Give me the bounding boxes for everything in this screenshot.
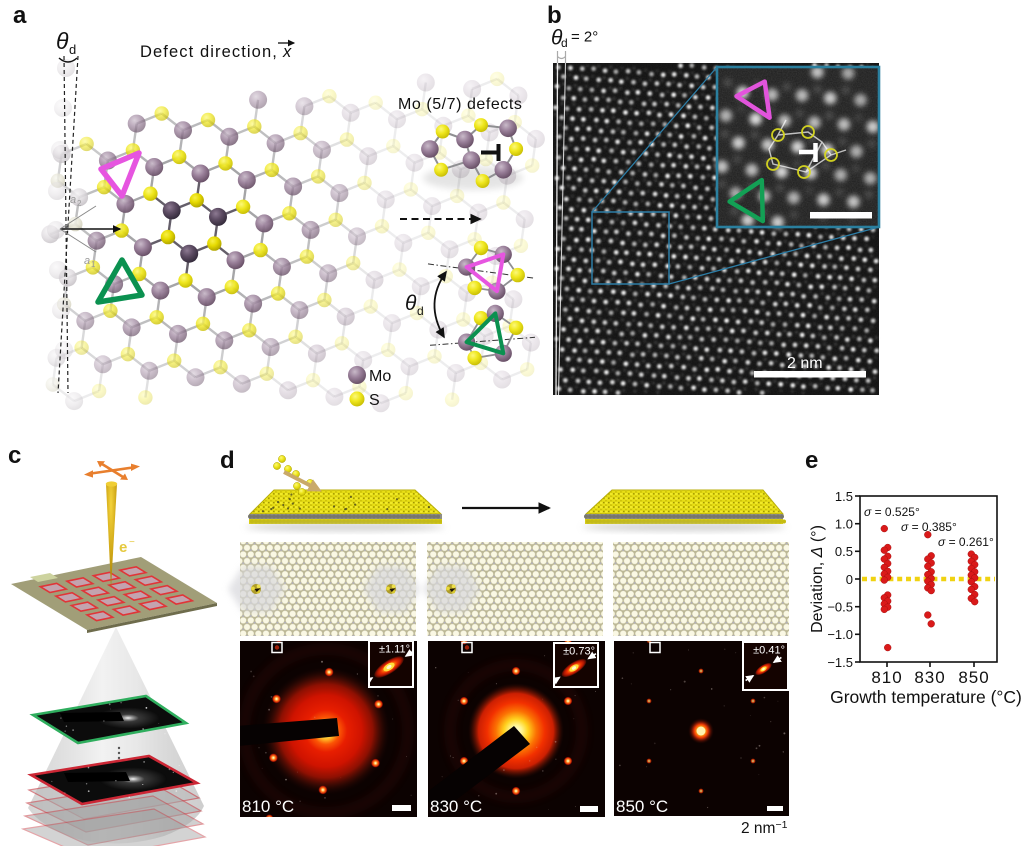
- svg-text:d: d: [561, 36, 568, 50]
- svg-text:−1.5: −1.5: [827, 655, 853, 670]
- svg-text:Mo: Mo: [369, 368, 391, 385]
- svg-text:e: e: [805, 447, 818, 474]
- svg-text:θ: θ: [405, 292, 417, 315]
- svg-text:±0.41°: ±0.41°: [753, 645, 785, 657]
- svg-text:d: d: [69, 42, 76, 57]
- svg-text:−: −: [129, 537, 135, 548]
- svg-text:850 °C: 850 °C: [616, 797, 668, 816]
- svg-text:810: 810: [871, 668, 902, 687]
- svg-text:Mo (5/7) defects: Mo (5/7) defects: [398, 96, 522, 113]
- svg-text:= 2°: = 2°: [571, 29, 598, 46]
- svg-text:−1.0: −1.0: [827, 627, 853, 642]
- svg-text:e: e: [119, 539, 127, 556]
- svg-text:S: S: [369, 392, 380, 409]
- svg-text:830 °C: 830 °C: [430, 797, 482, 816]
- svg-text:σ = 0.385°: σ = 0.385°: [901, 520, 957, 534]
- svg-text:a: a: [70, 194, 76, 206]
- svg-text:σ = 0.261°: σ = 0.261°: [938, 535, 994, 549]
- svg-text:810 °C: 810 °C: [242, 797, 294, 816]
- svg-text:0: 0: [846, 572, 853, 587]
- svg-text:1.0: 1.0: [835, 517, 853, 532]
- svg-text:±0.73°: ±0.73°: [563, 646, 595, 658]
- svg-text:Growth temperature (°C): Growth temperature (°C): [830, 687, 1022, 707]
- svg-text:830: 830: [914, 668, 945, 687]
- svg-text:θ: θ: [551, 27, 563, 50]
- svg-text:a: a: [84, 255, 90, 267]
- svg-text:−0.5: −0.5: [827, 600, 853, 615]
- svg-text:850: 850: [958, 668, 989, 687]
- svg-text:d: d: [417, 304, 424, 318]
- svg-text:±1.11°: ±1.11°: [379, 644, 410, 656]
- svg-text:x: x: [282, 43, 292, 61]
- svg-text:2 nm: 2 nm: [787, 355, 823, 372]
- svg-text:1: 1: [91, 260, 96, 269]
- svg-text:c: c: [8, 442, 21, 469]
- svg-text:1.5: 1.5: [835, 489, 853, 504]
- svg-text:Defect direction,: Defect direction,: [140, 43, 278, 61]
- svg-text:2: 2: [77, 199, 82, 208]
- svg-text:d: d: [220, 447, 235, 474]
- svg-text:σ = 0.525°: σ = 0.525°: [864, 505, 920, 519]
- svg-text:θ: θ: [56, 28, 69, 54]
- svg-text:a: a: [13, 2, 27, 29]
- svg-text:0.5: 0.5: [835, 544, 853, 559]
- svg-text:b: b: [547, 2, 562, 29]
- svg-text:Deviation, Δ (°): Deviation, Δ (°): [809, 525, 826, 633]
